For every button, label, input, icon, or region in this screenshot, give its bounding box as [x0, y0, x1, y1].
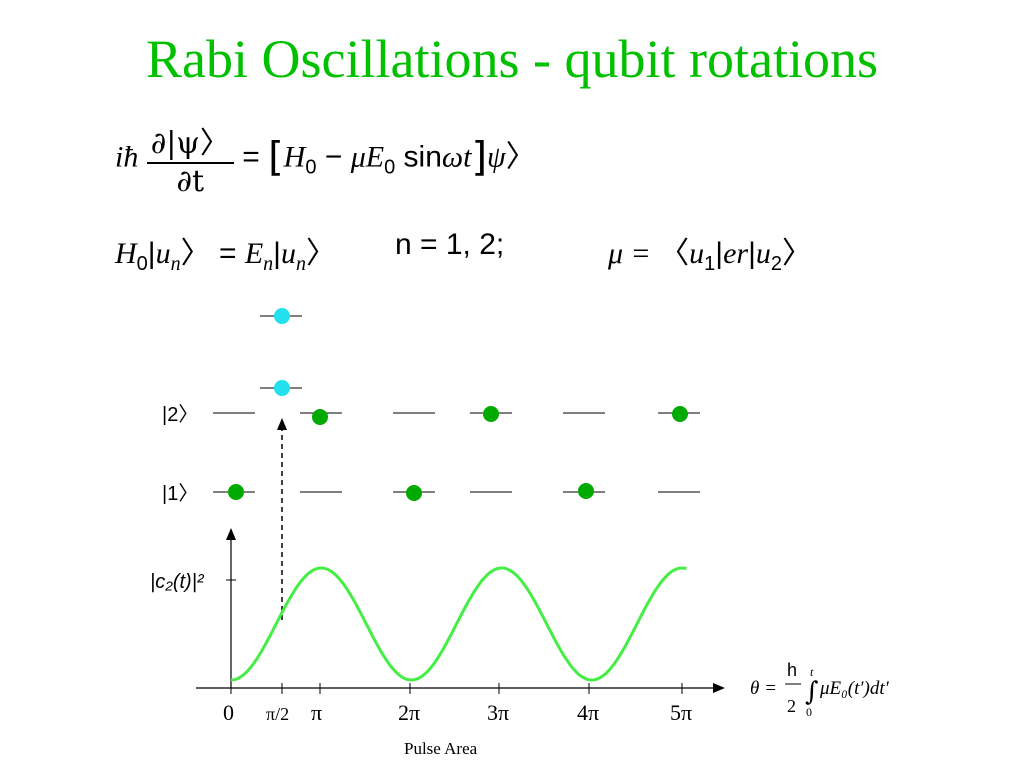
- open-bracket: [: [268, 134, 284, 181]
- bar-1: |: [715, 237, 724, 270]
- dipole-matrix-element: μ = 〈u1|er|u2〉: [608, 228, 812, 276]
- field-subscript: 0: [384, 156, 396, 179]
- tick-label-3pi: 3π: [487, 700, 509, 725]
- integral-lower-limit: 0: [806, 705, 812, 719]
- hamiltonian-symbol: H: [283, 140, 306, 174]
- n-values-text: n = 1, 2;: [395, 228, 505, 261]
- integral-sign: ∫: [805, 677, 819, 707]
- dot-superposition-top: [274, 308, 290, 324]
- dot-superposition-mid: [274, 380, 290, 396]
- ket-angle: 〉: [180, 237, 211, 270]
- un-symbol-2: u: [280, 237, 296, 270]
- ket-bar-2: |: [273, 237, 281, 270]
- dot-level2-5pi: [672, 406, 688, 422]
- tick-label-4pi: 4π: [577, 700, 599, 725]
- subscript-2: 2: [770, 253, 782, 275]
- formula-two: 2: [787, 696, 796, 716]
- arrow-head: [277, 418, 287, 430]
- equals-sign: =: [242, 140, 260, 174]
- eigen-equation: H0|un〉 = En|un〉: [115, 228, 336, 276]
- fraction-denominator: ∂t: [176, 164, 205, 199]
- y-axis-label: |c₂(t)|²: [150, 571, 205, 593]
- energy-subscript-n: n: [263, 253, 274, 275]
- er-symbol: er: [723, 237, 749, 270]
- equals-sign-2: =: [218, 237, 237, 270]
- dot-level2-pi: [312, 409, 328, 425]
- ihbar: iħ: [115, 140, 139, 174]
- x-ticks: [230, 683, 683, 694]
- un-symbol: u: [155, 237, 171, 270]
- subscript-1: 1: [704, 253, 716, 275]
- dot-level1-2pi: [406, 485, 422, 501]
- tick-label-2pi: 2π: [398, 700, 420, 725]
- n-values: n = 1, 2;: [395, 228, 504, 262]
- mu-equals: μ =: [608, 237, 651, 270]
- hamiltonian-symbol-2: H: [115, 237, 137, 270]
- u2-symbol: u: [755, 237, 771, 270]
- rabi-population-curve: [230, 566, 687, 682]
- bra-angle: 〈: [659, 237, 690, 270]
- bar-2: |: [748, 237, 756, 270]
- theta-equals: θ =: [750, 678, 777, 699]
- ket-1-label: |1〉: [162, 483, 198, 505]
- subscript-n-2: n: [295, 253, 306, 275]
- ket-2-label: |2〉: [162, 404, 198, 426]
- slide-title: Rabi Oscillations - qubit rotations: [146, 29, 878, 89]
- energy-symbol: E: [244, 237, 264, 270]
- subscript-zero: 0: [305, 156, 317, 179]
- psi-ket: ψ: [487, 140, 506, 174]
- field-symbol: E: [365, 140, 385, 174]
- tick-label-5pi: 5π: [670, 700, 692, 725]
- integrand: μE₀(t′)dt′: [819, 678, 890, 699]
- x-axis-label: Pulse Area: [404, 739, 478, 758]
- time-symbol: t: [463, 140, 472, 174]
- u1-symbol: u: [689, 237, 705, 270]
- pulse-area-formula: θ = h 2 ∫ t 0 μE₀(t′)dt′: [750, 660, 890, 719]
- omega-symbol: ω: [441, 140, 464, 174]
- ket-angle-2: 〉: [305, 237, 336, 270]
- schrodinger-equation: iħ ∂|ψ〉 ∂t = [H0 − μE0 sinωt]ψ〉: [115, 118, 536, 199]
- minus-sign: −: [324, 140, 343, 174]
- fraction-numerator: ∂|ψ〉: [146, 118, 234, 164]
- level-lines: [213, 315, 700, 493]
- ket-right-angle: 〉: [505, 140, 536, 174]
- subscript-zero-2: 0: [136, 253, 148, 275]
- x-axis-arrow: [713, 683, 725, 693]
- state-dots: [228, 308, 688, 501]
- ket-bar: |: [147, 237, 156, 270]
- tick-label-pi: π: [311, 700, 322, 725]
- y-axis-arrow: [226, 528, 236, 540]
- formula-h: h: [787, 660, 797, 680]
- tick-label-pi-half: π/2: [266, 704, 289, 724]
- time-derivative-fraction: ∂|ψ〉 ∂t: [146, 118, 234, 199]
- sine-function: sin: [403, 140, 442, 174]
- integral-upper-limit: t: [810, 665, 814, 679]
- dot-level1-0: [228, 484, 244, 500]
- dipole-symbol: μ: [350, 140, 366, 174]
- close-bracket: ]: [471, 134, 488, 181]
- subscript-n: n: [170, 253, 181, 275]
- ket-angle-3: 〉: [782, 237, 812, 270]
- tick-label-0: 0: [223, 700, 234, 725]
- dot-level2-3pi: [483, 406, 499, 422]
- dot-level1-4pi: [578, 483, 594, 499]
